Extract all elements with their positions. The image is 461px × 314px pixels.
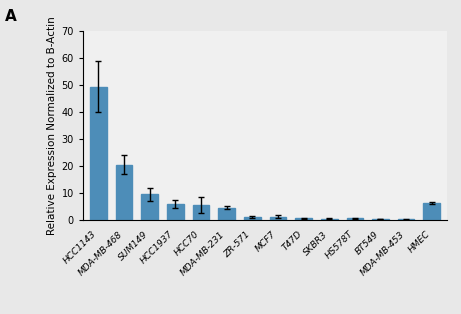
Bar [424,203,440,220]
Bar [321,219,337,220]
Bar [295,218,312,220]
Y-axis label: Relative Expression Normalized to B-Actin: Relative Expression Normalized to B-Acti… [47,16,58,235]
Bar [218,208,235,220]
Bar [193,205,209,220]
Text: A: A [5,9,16,24]
Bar [347,219,363,220]
Bar [372,219,389,220]
Bar [398,219,414,220]
Bar [142,194,158,220]
Bar [244,217,260,220]
Bar [116,165,132,220]
Bar [90,87,106,220]
Bar [270,217,286,220]
Bar [167,204,183,220]
